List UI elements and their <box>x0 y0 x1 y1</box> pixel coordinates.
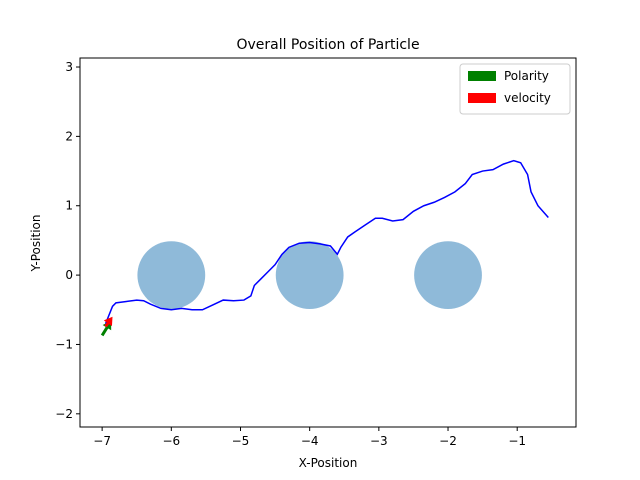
x-tick-label: −7 <box>93 434 111 448</box>
x-tick-label: −4 <box>301 434 319 448</box>
obstacle <box>137 241 206 309</box>
y-tick-label: −2 <box>55 407 73 421</box>
x-tick-label: −1 <box>508 434 526 448</box>
trajectory <box>104 159 549 324</box>
y-tick-label: 2 <box>65 129 73 143</box>
x-tick-label: −5 <box>232 434 250 448</box>
x-tick-label: −6 <box>162 434 180 448</box>
obstacle <box>414 241 482 309</box>
y-tick-label: −1 <box>55 337 73 351</box>
axes-frame <box>79 57 577 428</box>
y-tick-label: 0 <box>65 268 73 282</box>
legend-label: velocity <box>504 91 551 105</box>
y-tick-label: 3 <box>65 60 73 74</box>
y-axis-label: Y-Position <box>29 215 43 273</box>
x-tick-label: −2 <box>439 434 457 448</box>
x-axis-label: X-Position <box>299 456 358 470</box>
legend-swatch <box>468 93 496 103</box>
y-tick-label: 1 <box>65 199 73 213</box>
plot-area <box>100 159 549 337</box>
obstacle <box>275 241 344 309</box>
arrow <box>103 316 113 328</box>
legend-swatch <box>468 71 496 81</box>
legend-label: Polarity <box>504 69 549 83</box>
chart-title: Overall Position of Particle <box>236 37 419 53</box>
x-tick-label: −3 <box>370 434 388 448</box>
